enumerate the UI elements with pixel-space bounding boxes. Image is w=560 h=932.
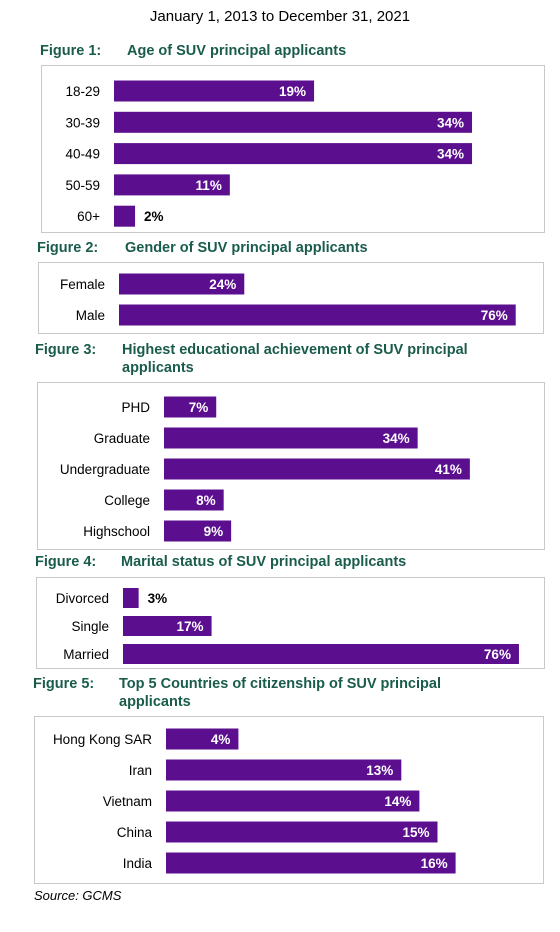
page-subtitle: January 1, 2013 to December 31, 2021 <box>149 8 411 25</box>
category-label: 40-49 <box>65 147 100 162</box>
category-label: China <box>117 825 153 840</box>
value-label: 13% <box>366 763 393 778</box>
figure-5-title-line-1: Top 5 Countries of citizenship of SUV pr… <box>119 676 441 692</box>
value-label: 19% <box>279 84 306 99</box>
category-label: Graduate <box>94 431 150 446</box>
category-label: 30-39 <box>65 115 100 130</box>
value-label: 7% <box>189 400 209 415</box>
bar <box>114 111 473 133</box>
value-label: 9% <box>204 524 224 539</box>
bar <box>123 644 519 664</box>
figure-2-svg: Female 24% Male 76% <box>60 273 516 326</box>
figure-1-title-text: Age of SUV principal applicants <box>127 43 347 59</box>
category-label: Undergraduate <box>60 462 150 477</box>
value-label: 15% <box>402 825 429 840</box>
bar <box>119 273 245 295</box>
figure-4-label: Figure 4: <box>35 554 97 570</box>
figure-4-svg: Divorced 3% Single 17% Married 76% <box>56 588 519 664</box>
value-label: 16% <box>421 856 448 871</box>
bar <box>166 728 239 750</box>
value-label: 41% <box>435 462 462 477</box>
bar <box>114 205 136 227</box>
bar <box>166 821 438 843</box>
figure-5-chart: Hong Kong SAR 4% Iran 13% Vietnam 14% China 15%… <box>34 716 544 884</box>
bar <box>164 489 224 511</box>
value-label: 8% <box>196 493 216 508</box>
value-label: 34% <box>437 115 464 130</box>
figure-2-title: Figure 2: Gender of SUV principal applic… <box>37 239 517 257</box>
bar <box>114 80 315 102</box>
bar <box>164 458 470 480</box>
figure-1-label: Figure 1: <box>40 43 102 59</box>
category-label: 18-29 <box>65 84 100 99</box>
source-note: Source: GCMS <box>34 888 122 903</box>
category-label: India <box>123 856 153 871</box>
figure-5-svg: Hong Kong SAR 4% Iran 13% Vietnam 14% China 15%… <box>53 728 456 874</box>
value-label: 17% <box>177 619 204 634</box>
figure-2-chart: Female 24% Male 76% <box>38 262 544 334</box>
value-label: 3% <box>148 591 168 606</box>
figure-1-svg: 18-29 19% 30-39 34% 40-49 34% 50-59 11% 60+ 2% <box>65 80 473 227</box>
figure-4-title: Figure 4: Marital status of SUV principa… <box>35 553 515 571</box>
category-label: Single <box>71 619 109 634</box>
category-label: Iran <box>129 763 152 778</box>
value-label: 76% <box>481 308 508 323</box>
figure-3-svg: PHD 7% Graduate 34% Undergraduate 41% College 8… <box>60 396 470 542</box>
bar <box>114 174 230 196</box>
bar <box>119 304 516 326</box>
value-label: 76% <box>484 647 511 662</box>
bar <box>114 143 473 165</box>
figure-3-chart: PHD 7% Graduate 34% Undergraduate 41% College 8… <box>37 382 545 550</box>
bar <box>166 852 456 874</box>
category-label: Male <box>76 308 105 323</box>
bar <box>164 427 418 449</box>
value-label: 11% <box>196 178 222 193</box>
figure-4-chart: Divorced 3% Single 17% Married 76% <box>36 577 545 669</box>
figure-5-title: Figure 5: Top 5 Countries of citizenship… <box>33 675 533 711</box>
figure-3-title-line-1: Highest educational achievement of SUV p… <box>122 342 468 358</box>
value-label: 4% <box>211 732 231 747</box>
bar <box>164 396 217 418</box>
bar <box>164 520 232 542</box>
figure-5-title-line-2: applicants <box>119 694 191 710</box>
category-label: Divorced <box>56 591 109 606</box>
category-label: 50-59 <box>65 178 100 193</box>
figure-5-label: Figure 5: <box>33 676 95 692</box>
figure-3-title: Figure 3: Highest educational achievemen… <box>35 341 535 377</box>
category-label: College <box>104 493 150 508</box>
figure-2-label: Figure 2: <box>37 240 99 256</box>
value-label: 24% <box>209 277 236 292</box>
bar <box>123 616 212 636</box>
category-label: Vietnam <box>103 794 152 809</box>
value-label: 34% <box>437 147 464 162</box>
bar <box>166 759 402 781</box>
figure-3-label: Figure 3: <box>35 342 97 358</box>
value-label: 34% <box>383 431 410 446</box>
figure-1-chart: 18-29 19% 30-39 34% 40-49 34% 50-59 11% 60+ 2% <box>41 65 545 233</box>
figure-2-title-text: Gender of SUV principal applicants <box>125 240 368 256</box>
value-label: 2% <box>144 209 164 224</box>
category-label: PHD <box>121 400 150 415</box>
bar <box>166 790 420 812</box>
category-label: 60+ <box>77 209 100 224</box>
category-label: Highschool <box>83 524 150 539</box>
value-label: 14% <box>384 794 411 809</box>
figure-4-title-text: Marital status of SUV principal applican… <box>121 554 407 570</box>
category-label: Female <box>60 277 105 292</box>
bar <box>123 588 139 608</box>
figure-1-title: Figure 1: Age of SUV principal applicant… <box>40 42 520 60</box>
category-label: Hong Kong SAR <box>53 732 152 747</box>
category-label: Married <box>63 647 109 662</box>
figure-3-title-line-2: applicants <box>122 360 194 376</box>
